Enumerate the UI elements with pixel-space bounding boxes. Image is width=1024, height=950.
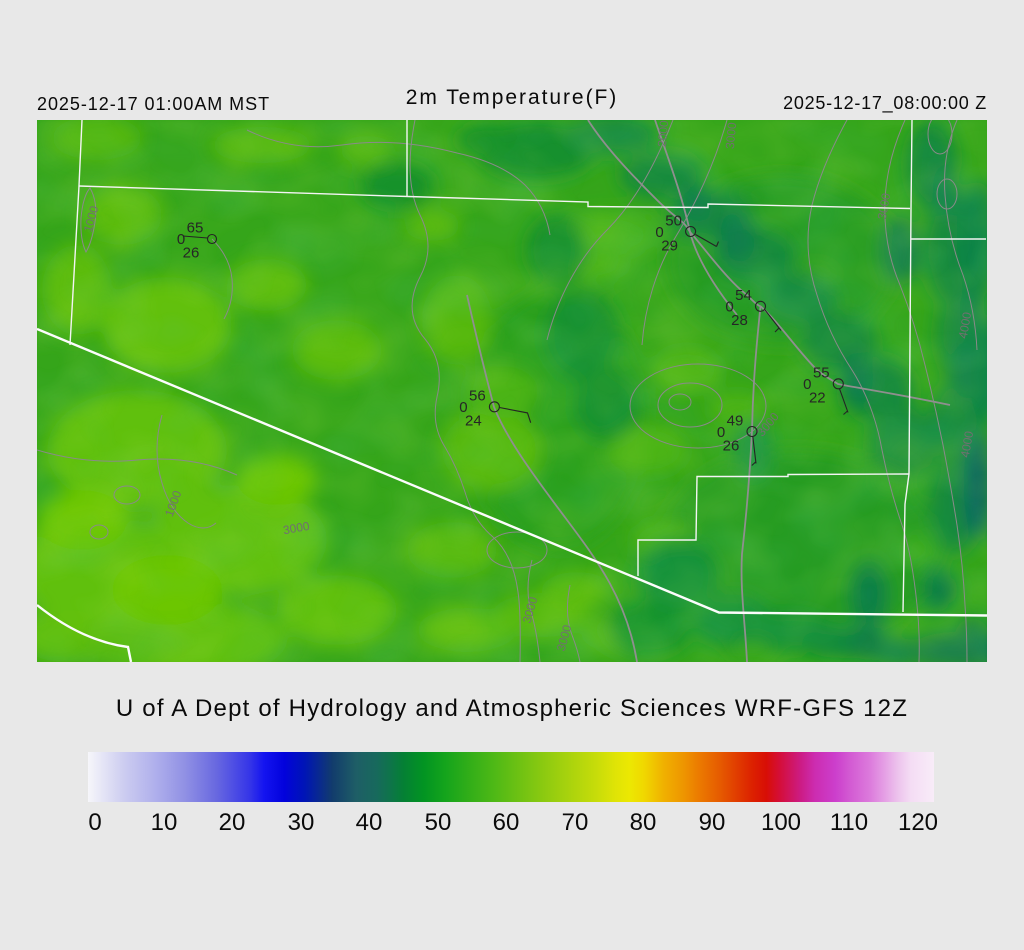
svg-text:55: 55 [813, 365, 830, 382]
svg-text:29: 29 [661, 237, 678, 254]
svg-text:54: 54 [735, 287, 752, 304]
svg-text:56: 56 [469, 388, 486, 405]
svg-text:2000: 2000 [655, 120, 671, 148]
svg-text:26: 26 [723, 437, 740, 454]
svg-text:26: 26 [183, 244, 200, 261]
svg-text:22: 22 [809, 390, 826, 407]
svg-text:28: 28 [731, 312, 748, 329]
svg-text:0: 0 [717, 424, 725, 441]
svg-text:3000: 3000 [554, 623, 575, 653]
svg-text:3000: 3000 [875, 192, 893, 221]
svg-text:0: 0 [459, 399, 467, 416]
svg-text:0: 0 [655, 224, 663, 241]
svg-text:3000: 3000 [723, 121, 739, 149]
svg-text:49: 49 [727, 412, 744, 429]
svg-text:0: 0 [803, 376, 811, 393]
svg-text:0: 0 [725, 299, 733, 316]
svg-text:4000: 4000 [956, 311, 974, 340]
svg-text:3000: 3000 [520, 595, 541, 625]
svg-text:65: 65 [187, 219, 204, 236]
svg-text:0: 0 [177, 231, 185, 248]
svg-text:1000: 1000 [81, 204, 102, 234]
svg-text:50: 50 [665, 212, 682, 229]
svg-text:3000: 3000 [282, 519, 311, 537]
svg-text:4000: 4000 [958, 430, 976, 459]
svg-text:24: 24 [465, 413, 482, 430]
